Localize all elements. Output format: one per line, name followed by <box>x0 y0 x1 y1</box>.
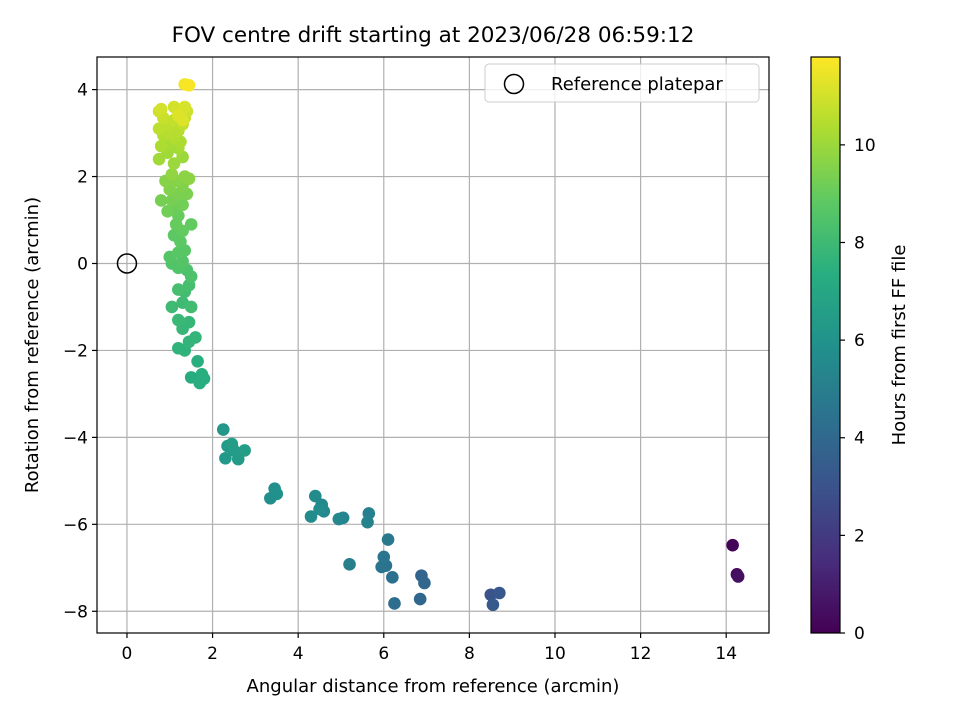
data-point <box>216 423 230 436</box>
data-point <box>388 597 401 610</box>
colorbar-label: Hours from first FF file <box>889 245 910 446</box>
y-tick-label: −4 <box>63 428 88 448</box>
data-point <box>184 300 198 314</box>
data-point <box>167 157 181 170</box>
data-point <box>304 510 318 523</box>
data-point <box>377 550 391 564</box>
data-point <box>154 102 168 116</box>
colorbar-tick-label: 0 <box>854 624 865 644</box>
data-point <box>172 109 185 122</box>
data-point <box>313 502 326 516</box>
data-point <box>270 487 284 501</box>
x-tick-label: 8 <box>464 644 475 664</box>
x-tick-label: 4 <box>293 644 304 664</box>
data-point <box>161 205 174 218</box>
data-point <box>182 78 196 92</box>
colorbar-tick-label: 8 <box>854 233 865 253</box>
data-point <box>308 489 322 503</box>
colorbar-gradient <box>810 56 841 634</box>
data-point <box>152 152 166 166</box>
x-tick-label: 6 <box>378 644 389 664</box>
data-point <box>238 444 251 457</box>
colorbar-tick-label: 10 <box>854 136 876 156</box>
legend-marker-circle <box>503 73 525 95</box>
x-axis-label: Angular distance from reference (arcmin) <box>247 676 620 697</box>
reference-platepar-marker <box>116 253 138 274</box>
data-point <box>154 194 168 207</box>
data-point <box>413 592 427 606</box>
x-tick-label: 10 <box>544 644 566 664</box>
data-point <box>182 172 196 186</box>
colorbar-tick-label: 4 <box>854 429 865 449</box>
colorbar: 0 2 4 6 8 10 Hours from first FF file <box>810 56 910 644</box>
colorbar-ticks: 0 2 4 6 8 10 <box>840 136 876 644</box>
data-point <box>182 315 196 329</box>
data-point <box>386 571 399 584</box>
data-point <box>332 512 346 526</box>
data-point <box>165 300 179 314</box>
x-tick-label: 2 <box>207 644 218 664</box>
y-tick-label: 4 <box>77 81 88 101</box>
data-point <box>726 538 739 552</box>
y-tick-label: 2 <box>77 168 88 188</box>
x-tick-label: 14 <box>715 644 737 664</box>
data-point <box>165 168 179 181</box>
legend-entry-label: Reference platepar <box>551 74 723 95</box>
y-tick-label: 0 <box>77 254 88 274</box>
data-point <box>418 576 431 590</box>
chart-title: FOV centre drift starting at 2023/06/28 … <box>172 23 695 48</box>
data-point <box>343 558 356 571</box>
data-point <box>184 218 198 231</box>
data-point <box>231 452 245 466</box>
y-axis-label: Rotation from reference (arcmin) <box>22 197 43 493</box>
data-point <box>375 560 388 574</box>
y-tick-label: −2 <box>63 341 88 361</box>
data-point <box>189 331 202 344</box>
data-point <box>493 586 506 600</box>
plot-frame <box>96 56 770 634</box>
data-point <box>172 313 185 327</box>
data-point <box>361 515 374 529</box>
data-point <box>195 368 209 381</box>
legend: Reference platepar <box>484 63 760 103</box>
data-point <box>176 198 189 212</box>
data-point <box>172 283 185 296</box>
x-tick-label: 0 <box>122 644 133 664</box>
data-point <box>219 451 232 465</box>
data-point <box>486 598 500 612</box>
y-axis-ticks: −8 −6 −4 −2 0 2 4 <box>63 81 97 622</box>
data-point <box>381 533 395 546</box>
colorbar-tick-label: 2 <box>854 526 865 546</box>
y-tick-label: −6 <box>63 515 88 535</box>
y-tick-label: −8 <box>63 602 88 622</box>
x-tick-label: 12 <box>630 644 652 664</box>
scatter-points <box>152 78 745 612</box>
data-point <box>225 437 239 451</box>
data-point <box>154 139 168 153</box>
legend-box <box>484 63 760 103</box>
grid-lines <box>97 57 769 633</box>
data-point <box>191 355 204 368</box>
x-axis-ticks: 0 2 4 6 8 10 12 14 <box>122 633 737 664</box>
data-point <box>731 570 745 583</box>
colorbar-tick-label: 6 <box>854 331 865 351</box>
